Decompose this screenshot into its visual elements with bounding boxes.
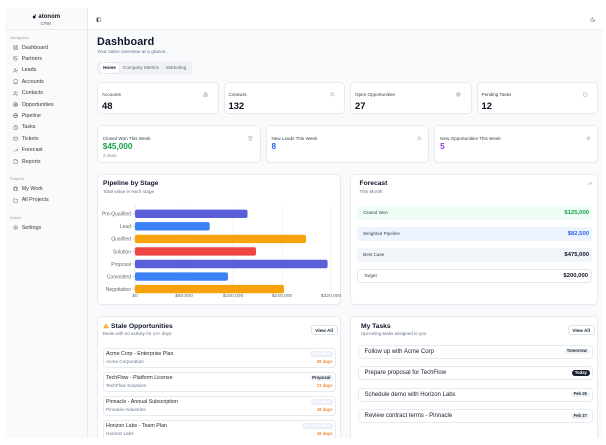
svg-text:$240,000: $240,000 bbox=[272, 293, 293, 299]
svg-text:Proposal: Proposal bbox=[111, 261, 131, 267]
svg-text:Pre-Qualified: Pre-Qualified bbox=[102, 211, 131, 217]
svg-text:$0: $0 bbox=[132, 293, 138, 299]
svg-text:$80,000: $80,000 bbox=[175, 293, 193, 299]
svg-text:$320,000: $320,000 bbox=[321, 293, 342, 299]
svg-text:Negotiation: Negotiation bbox=[106, 286, 132, 292]
svg-text:Qualified: Qualified bbox=[111, 236, 131, 242]
svg-text:$160,000: $160,000 bbox=[223, 293, 244, 299]
svg-text:Solution: Solution bbox=[113, 249, 131, 255]
svg-text:Lead: Lead bbox=[120, 224, 131, 230]
svg-text:Committed: Committed bbox=[107, 274, 131, 280]
